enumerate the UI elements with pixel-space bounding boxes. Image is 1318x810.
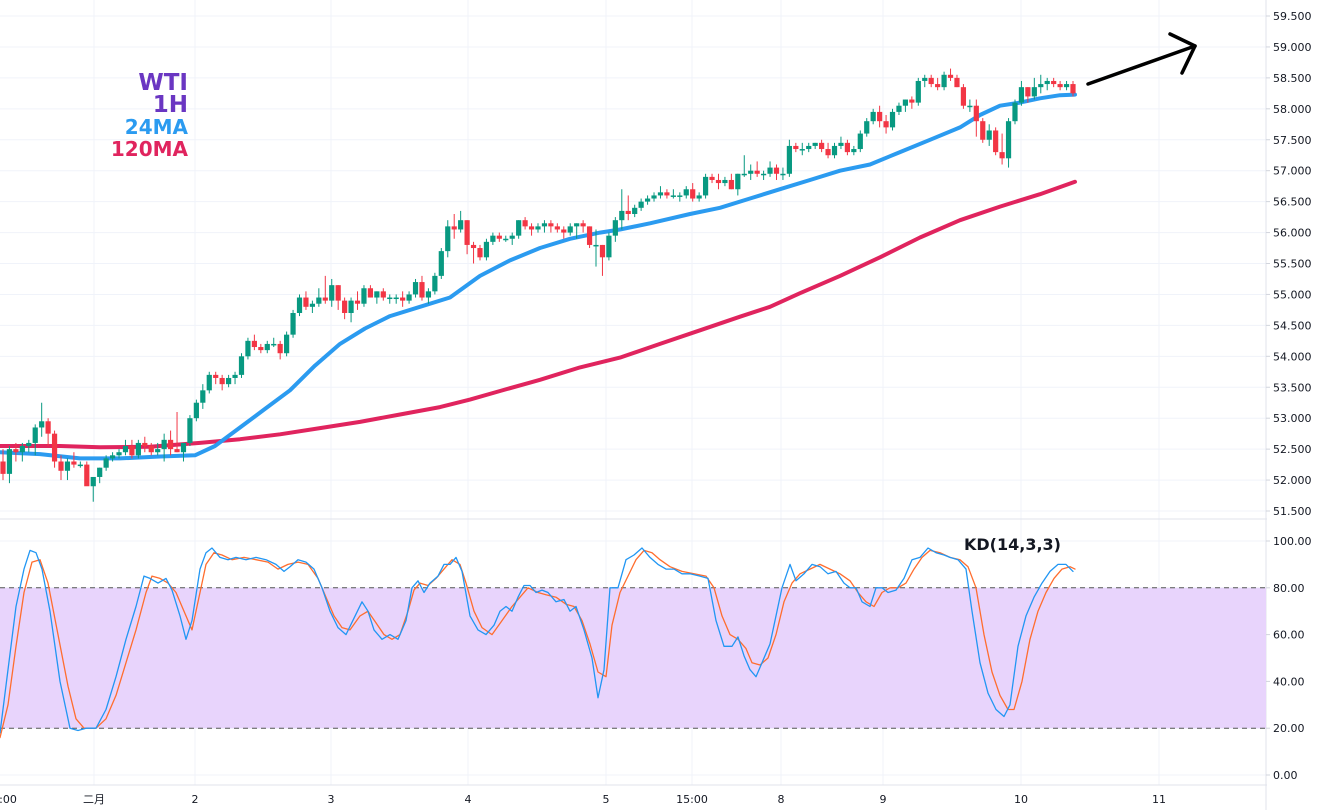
chart-legend: WTI 1H 24MA 120MA: [96, 70, 188, 161]
time-tick: 8: [778, 793, 785, 806]
kd-overbought-oversold-band: [0, 587, 1266, 729]
kd-tick: 60.00: [1273, 629, 1305, 642]
kd-tick: 20.00: [1273, 722, 1305, 735]
price-tick: 57.000: [1273, 165, 1312, 178]
time-tick: 3: [328, 793, 335, 806]
price-tick: 56.500: [1273, 196, 1312, 209]
price-tick: 59.500: [1273, 10, 1312, 23]
time-tick: 11: [1152, 793, 1166, 806]
price-axis[interactable]: 59.500 59.000 58.500 58.000 57.500 57.000 56.5…: [1266, 0, 1318, 810]
time-tick: 10: [1014, 793, 1028, 806]
legend-ma24: 24MA: [124, 115, 188, 139]
price-tick: 53.500: [1273, 381, 1312, 394]
price-tick: 51.500: [1273, 505, 1312, 518]
kd-tick: 100.00: [1273, 535, 1312, 548]
price-tick: 54.500: [1273, 319, 1312, 332]
kd-indicator-label: KD(14,3,3): [964, 535, 1061, 554]
price-tick: 52.000: [1273, 474, 1312, 487]
time-tick: 2: [192, 793, 199, 806]
price-tick: 58.000: [1273, 103, 1312, 116]
price-tick: 52.500: [1273, 443, 1312, 456]
kd-tick: 0.00: [1273, 769, 1298, 782]
kd-lines: [0, 547, 1076, 739]
kd-tick: 80.00: [1273, 582, 1305, 595]
price-tick: 54.000: [1273, 350, 1312, 363]
price-tick: 53.000: [1273, 412, 1312, 425]
ma120-line: [0, 179, 1077, 450]
kd-axis[interactable]: 100.00 80.00 60.00 40.00 20.00 0.00: [1266, 535, 1312, 782]
price-tick: 59.000: [1273, 41, 1312, 54]
candlestick-series: [0, 68, 1076, 502]
price-tick: 58.500: [1273, 72, 1312, 85]
time-tick: 4: [465, 793, 472, 806]
price-tick: 56.000: [1273, 227, 1312, 240]
time-tick: 15:00: [676, 793, 708, 806]
legend-title: WTI 1H: [138, 70, 188, 118]
time-tick: 5: [603, 793, 610, 806]
time-tick: 二月: [83, 793, 105, 806]
kd-tick: 40.00: [1273, 675, 1305, 688]
price-tick: 55.500: [1273, 258, 1312, 271]
time-tick: :00: [0, 793, 17, 806]
price-tick: 55.000: [1273, 288, 1312, 301]
ma24-line: [0, 92, 1077, 461]
trend-arrow-annotation: [1086, 32, 1197, 86]
time-tick: 9: [880, 793, 887, 806]
price-tick: 57.500: [1273, 134, 1312, 147]
time-axis[interactable]: :00 二月 2 3 4 5 15:00 8 9 10 11: [0, 793, 1166, 806]
legend-ma120: 120MA: [110, 137, 188, 161]
